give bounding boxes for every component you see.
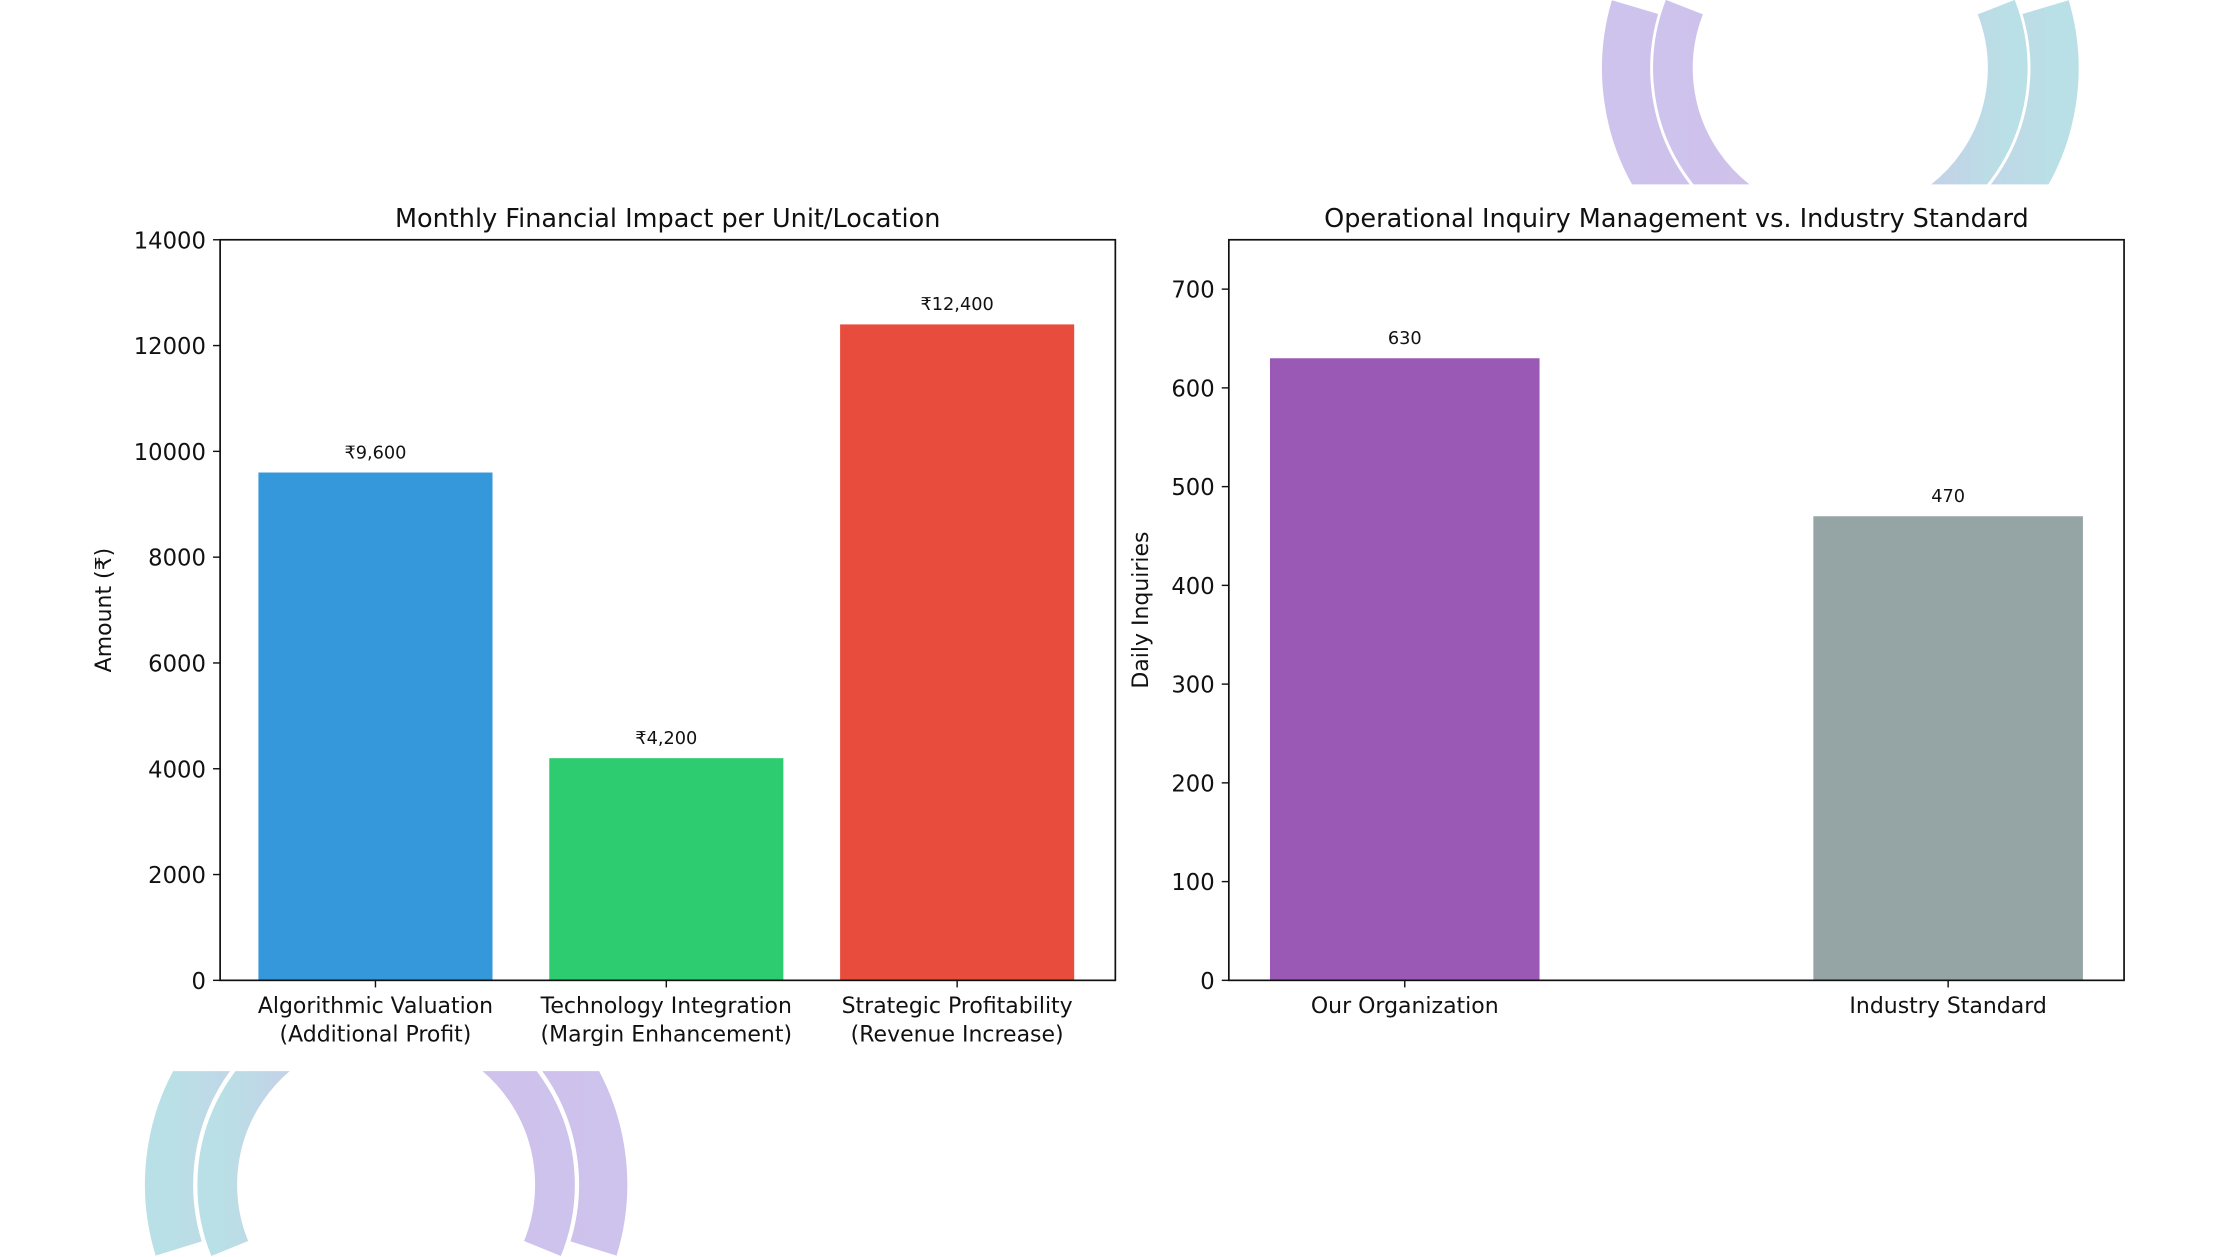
decorative-ring-bottom-left: [144, 1071, 628, 1256]
y-tick-label: 14000: [134, 228, 206, 254]
y-tick-label: 600: [1171, 376, 1214, 402]
y-tick-label: 0: [191, 969, 205, 995]
inquiry-management-chart: 630 Our Organization 470 Industry Standard 0…: [1129, 204, 2125, 1019]
chart-title: Monthly Financial Impact per Unit/Locati…: [395, 204, 940, 234]
x-tick-label: Industry Standard: [1849, 994, 2046, 1019]
data-label-0: 630: [1388, 329, 1422, 349]
y-tick-label: 4000: [148, 757, 206, 783]
y-tick-label: 2000: [148, 863, 206, 889]
y-tick-label: 700: [1171, 278, 1214, 304]
data-label-1: 470: [1931, 487, 1965, 507]
x-tick-label: Our Organization: [1311, 994, 1499, 1019]
decorative-ring-top-right: [1601, 0, 2079, 185]
y-tick-label: 0: [1200, 969, 1214, 995]
data-label-1: ₹4,200: [635, 729, 697, 749]
y-tick-label: 200: [1171, 771, 1214, 797]
bar-2: [840, 324, 1075, 981]
x-tick-label: Technology Integration: [540, 994, 792, 1019]
x-tick-label: (Revenue Increase): [851, 1022, 1064, 1047]
outer-ring-arc: [144, 1071, 628, 1256]
bar-0: [1269, 358, 1540, 981]
y-tick-label: 10000: [134, 440, 206, 466]
bar-0: [258, 472, 493, 981]
y-tick-label: 100: [1171, 870, 1214, 896]
y-tick-label: 6000: [148, 651, 206, 677]
y-axis-label: Daily Inquiries: [1129, 531, 1154, 688]
inner-ring-arc: [197, 1071, 575, 1256]
data-label-0: ₹9,600: [344, 443, 406, 463]
bar-1: [1813, 516, 2083, 981]
y-axis-label: Amount (₹): [92, 548, 117, 673]
axes-frame: [219, 238, 1117, 982]
bar-1: [549, 758, 784, 981]
y-tick-label: 500: [1171, 475, 1214, 501]
x-tick-label: (Margin Enhancement): [541, 1022, 793, 1047]
y-tick-label: 12000: [134, 334, 206, 360]
x-tick-label: (Additional Profit): [280, 1022, 472, 1047]
inner-ring-arc: [1653, 0, 2028, 185]
x-tick-label: Strategic Profitability: [842, 994, 1073, 1019]
financial-impact-chart: ₹9,600 Algorithmic Valuation (Additional P…: [92, 204, 1117, 1047]
data-label-2: ₹12,400: [921, 295, 994, 315]
y-tick-label: 8000: [148, 546, 206, 572]
outer-ring-arc: [1601, 0, 2079, 185]
chart-title: Operational Inquiry Management vs. Indus…: [1324, 204, 2029, 234]
y-tick-label: 400: [1171, 574, 1214, 600]
y-tick-label: 300: [1171, 673, 1214, 699]
axes-frame: [1227, 238, 2125, 982]
x-tick-label: Algorithmic Valuation: [258, 994, 493, 1019]
